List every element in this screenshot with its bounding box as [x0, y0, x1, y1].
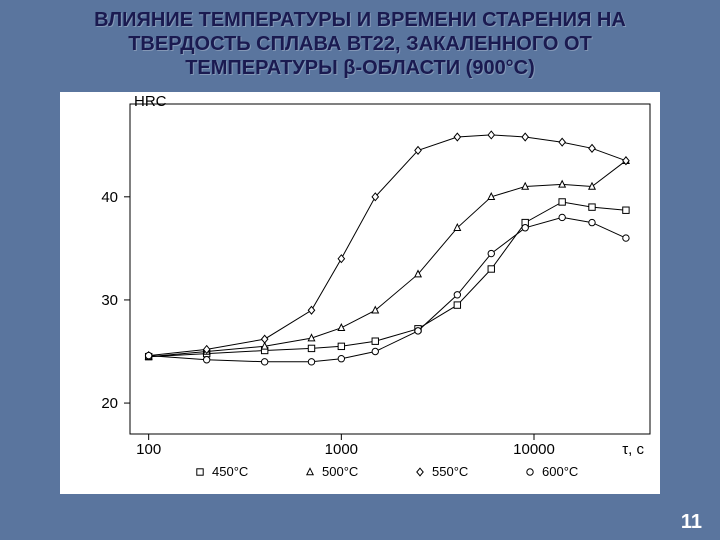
svg-text:40: 40 [101, 189, 118, 206]
svg-text:600°С: 600°С [542, 464, 578, 479]
svg-text:30: 30 [101, 292, 118, 309]
slide-title: ВЛИЯНИЕ ТЕМПЕРАТУРЫ И ВРЕМЕНИ СТАРЕНИЯ Н… [0, 8, 720, 80]
svg-text:500°С: 500°С [322, 464, 358, 479]
slide: ВЛИЯНИЕ ТЕМПЕРАТУРЫ И ВРЕМЕНИ СТАРЕНИЯ Н… [0, 0, 720, 540]
svg-text:100: 100 [136, 441, 161, 458]
title-line-2: ТВЕРДОСТЬ СПЛАВА ВТ22, ЗАКАЛЕННОГО ОТ [20, 32, 700, 56]
svg-text:τ, с: τ, с [622, 441, 644, 458]
svg-text:450°С: 450°С [212, 464, 248, 479]
chart-svg: 20 30 40 100 1000 10000 HRC τ, с 450°С 500°С 550°С… [60, 92, 660, 494]
svg-text:550°С: 550°С [432, 464, 468, 479]
title-line-1: ВЛИЯНИЕ ТЕМПЕРАТУРЫ И ВРЕМЕНИ СТАРЕНИЯ Н… [20, 8, 700, 32]
page-number: 11 [681, 511, 702, 534]
svg-text:20: 20 [101, 395, 118, 412]
svg-text:HRC: HRC [134, 93, 167, 110]
chart-panel: 20 30 40 100 1000 10000 HRC τ, с 450°С 500°С 550°С… [60, 92, 660, 494]
title-line-3: ТЕМПЕРАТУРЫ β-ОБЛАСТИ (900°С) [20, 56, 700, 80]
svg-text:1000: 1000 [325, 441, 358, 458]
svg-text:10000: 10000 [513, 441, 555, 458]
